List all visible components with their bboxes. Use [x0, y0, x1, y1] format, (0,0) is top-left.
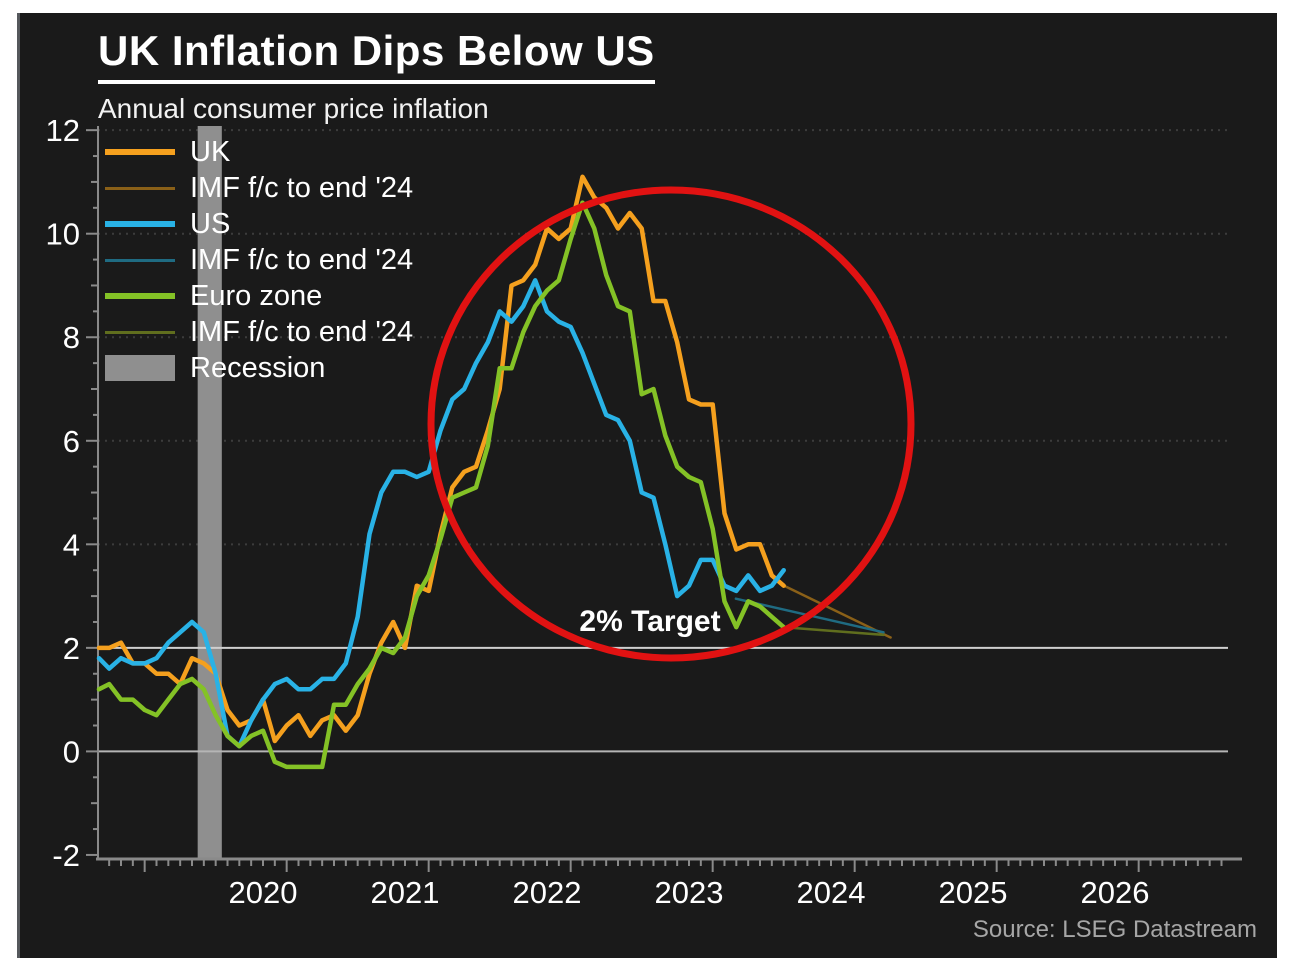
chart-title: UK Inflation Dips Below US [98, 27, 655, 84]
x-tick-label-2026: 2026 [1081, 875, 1150, 910]
legend-item-us: US [105, 206, 413, 242]
y-tick-label-6: 6 [63, 424, 80, 459]
x-tick-label-2020: 2020 [229, 875, 298, 910]
uk-line-swatch [105, 149, 175, 155]
y-tick-label-0: 0 [63, 734, 80, 769]
legend-label: Euro zone [190, 280, 323, 312]
us-line [96, 278, 786, 749]
x-tick-label-2025: 2025 [939, 875, 1008, 910]
uk-forecast-swatch [105, 186, 175, 190]
x-tick-label-2024: 2024 [797, 875, 866, 910]
us-line-swatch [105, 221, 175, 227]
eurozone-forecast-line [782, 625, 885, 637]
y-tick-label-10: 10 [46, 217, 80, 252]
legend-label: UK [190, 136, 231, 168]
y-tick-label-4: 4 [63, 527, 80, 562]
legend-label: IMF f/c to end '24 [190, 244, 414, 276]
eurozone-forecast-swatch [105, 330, 175, 334]
legend-label: US [190, 208, 231, 240]
x-tick-label-2021: 2021 [371, 875, 440, 910]
legend-item-eurozone-forecast: IMF f/c to end '24 [105, 314, 413, 350]
eurozone-line [96, 200, 786, 770]
legend-label: Recession [190, 352, 326, 384]
chart-subtitle: Annual consumer price inflation [98, 93, 489, 124]
legend-item-eurozone: Euro zone [105, 278, 413, 314]
recession-band [197, 126, 222, 858]
legend-item-uk-forecast: IMF f/c to end '24 [105, 170, 413, 206]
y-tick-label--2: -2 [52, 838, 80, 873]
source-credit: Source: LSEG Datastream [972, 916, 1257, 943]
legend-item-recession: Recession [105, 350, 413, 386]
legend-item-uk: UK [105, 134, 413, 170]
legend-label: IMF f/c to end '24 [190, 172, 414, 204]
y-tick-label-2: 2 [63, 631, 80, 666]
highlight-circle [427, 186, 915, 662]
target-annotation: 2% Target [579, 605, 721, 638]
x-tick-label-2022: 2022 [513, 875, 582, 910]
us-forecast-swatch [105, 258, 175, 262]
y-tick-label-8: 8 [63, 320, 80, 355]
legend-label: IMF f/c to end '24 [190, 316, 414, 348]
chart-frame: -2 0 2 4 6 8 10 12 2020 2021 2022 2023 2024 2025 2026 … [17, 13, 1277, 958]
y-tick-label-12: 12 [46, 113, 80, 148]
legend-item-us-forecast: IMF f/c to end '24 [105, 242, 413, 278]
chart-canvas: -2 0 2 4 6 8 10 12 2020 2021 2022 2023 2024 2025 2026 [46, 113, 1242, 910]
eurozone-line-swatch [105, 293, 175, 299]
legend: UK IMF f/c to end '24 US IMF f/c to end … [105, 134, 413, 386]
recession-swatch [105, 355, 175, 381]
x-tick-label-2023: 2023 [655, 875, 724, 910]
